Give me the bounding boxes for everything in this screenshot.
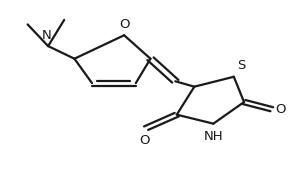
Text: O: O	[139, 134, 150, 147]
Text: NH: NH	[204, 130, 223, 143]
Text: O: O	[119, 18, 129, 31]
Text: N: N	[42, 29, 52, 42]
Text: S: S	[237, 59, 245, 72]
Text: O: O	[275, 103, 285, 116]
